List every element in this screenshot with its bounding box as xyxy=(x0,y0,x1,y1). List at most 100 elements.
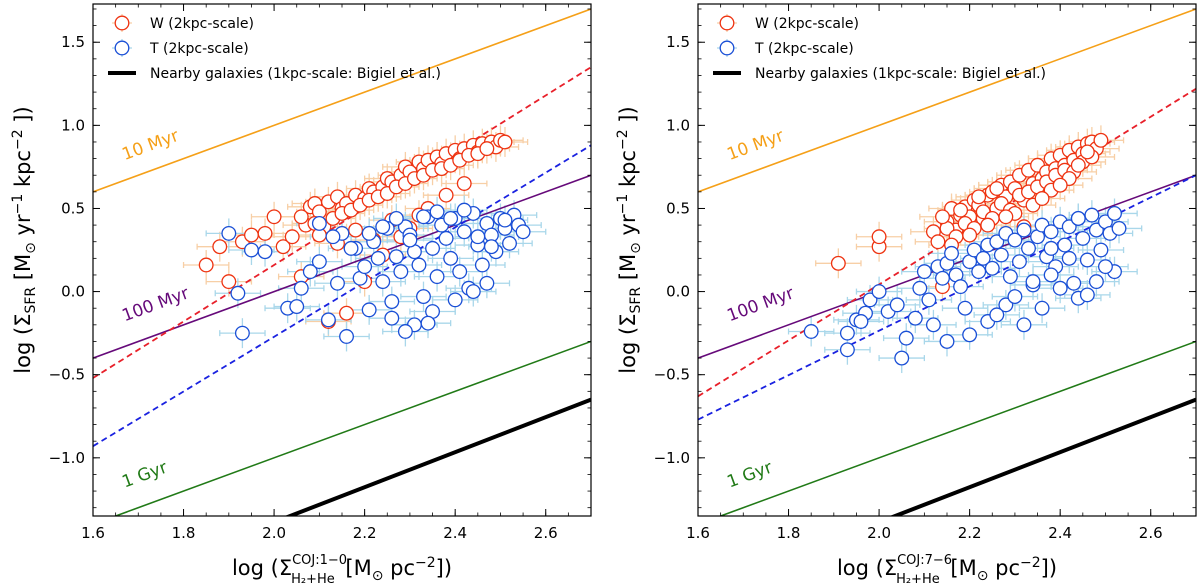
data-point xyxy=(1084,207,1100,223)
data-point xyxy=(339,305,354,321)
data-point xyxy=(953,202,969,218)
data-point xyxy=(989,234,1005,250)
y-tick-label: 1.0 xyxy=(666,116,690,134)
x-tick-label: 1.8 xyxy=(777,524,801,542)
x-tick-label: 2.2 xyxy=(353,524,377,542)
data-point xyxy=(993,247,1009,263)
x-tick-label: 2.2 xyxy=(958,524,982,542)
data-point xyxy=(198,257,214,273)
data-point xyxy=(483,239,499,255)
100-myr-line xyxy=(93,174,591,359)
line-label: 10 Myr xyxy=(120,126,182,165)
data-point xyxy=(397,324,413,339)
y-axis-label: log (ΣSFR [M⊙ yr−1 kpc−2 ]) xyxy=(10,106,39,373)
y-tick-label: 0.0 xyxy=(666,283,690,301)
data-point xyxy=(1021,240,1036,256)
data-point xyxy=(284,229,300,245)
data-point xyxy=(515,224,531,240)
data-point xyxy=(998,209,1014,225)
data-point xyxy=(388,210,404,226)
data-point xyxy=(1098,259,1113,275)
data-point xyxy=(212,239,228,255)
data-point xyxy=(361,302,377,318)
10-myr-line xyxy=(93,8,591,193)
legend-nearby-label: Nearby galaxies (1kpc-scale: Bigiel et a… xyxy=(755,66,1046,82)
data-point xyxy=(862,292,878,308)
data-point xyxy=(1002,269,1018,285)
series-w xyxy=(198,132,513,329)
data-point xyxy=(980,217,996,233)
series-t xyxy=(221,202,531,344)
data-point xyxy=(1093,132,1109,148)
data-point xyxy=(975,250,991,266)
data-point xyxy=(452,264,468,280)
y-tick-label: 1.5 xyxy=(666,33,690,51)
data-point xyxy=(935,209,950,225)
data-point xyxy=(1079,287,1095,303)
data-point xyxy=(456,176,472,191)
data-point xyxy=(497,212,513,228)
data-point xyxy=(1061,250,1077,266)
line-label: 1 Gyr xyxy=(120,458,171,493)
data-point xyxy=(966,242,982,258)
x-axis-label: log (ΣCOJ:1−0 H₂+He [M⊙ pc−2]) xyxy=(232,553,452,586)
legend-w-label: W (2kpc-scale) xyxy=(755,16,859,32)
data-point xyxy=(234,325,250,341)
y-tick-label: −0.5 xyxy=(654,366,690,384)
data-point xyxy=(438,187,454,203)
data-point xyxy=(474,257,490,273)
data-point xyxy=(384,310,400,326)
data-point xyxy=(479,141,495,157)
data-point xyxy=(1016,317,1032,333)
data-point xyxy=(311,215,327,231)
plot-area xyxy=(698,8,1196,516)
data-point xyxy=(416,289,431,305)
nearby-galaxies-line xyxy=(284,397,591,516)
data-point xyxy=(935,270,950,286)
data-point xyxy=(221,274,237,290)
data-point xyxy=(456,224,472,240)
data-point xyxy=(1061,219,1077,235)
data-point xyxy=(1111,220,1127,236)
data-point xyxy=(998,297,1014,313)
y-tick-label: 1.5 xyxy=(61,33,85,51)
data-point xyxy=(1007,232,1023,248)
data-point xyxy=(497,134,513,150)
data-point xyxy=(479,275,495,291)
y-tick-label: 0.0 xyxy=(61,283,85,301)
legend-t-marker xyxy=(114,40,130,56)
right-panel: 10 Myr 100 Myr 1 Gyr 1.6 1.8 2.0 2.2 2.4 2.6 −1.0… xyxy=(615,3,1197,586)
data-point xyxy=(266,209,282,225)
data-point xyxy=(953,279,969,295)
data-point xyxy=(1066,275,1082,291)
ticks xyxy=(697,4,1197,516)
data-point xyxy=(916,264,932,280)
data-point xyxy=(257,225,273,241)
data-point xyxy=(244,227,259,243)
legend-t-marker xyxy=(719,40,735,56)
data-point xyxy=(1052,280,1068,296)
data-point xyxy=(357,259,373,275)
data-point xyxy=(325,229,341,245)
series-w xyxy=(830,132,1109,295)
data-point xyxy=(393,264,409,280)
data-point xyxy=(803,324,819,339)
data-point xyxy=(1007,289,1023,305)
data-point xyxy=(375,274,391,290)
data-point xyxy=(293,280,309,296)
data-point xyxy=(411,257,427,273)
data-point xyxy=(1043,240,1059,256)
data-point xyxy=(425,240,440,256)
data-point xyxy=(921,292,937,308)
legend-w-label: W (2kpc-scale) xyxy=(150,16,254,32)
data-point xyxy=(962,327,978,343)
series-t xyxy=(803,206,1127,366)
data-point xyxy=(375,219,391,235)
x-tick-label: 1.8 xyxy=(172,524,196,542)
data-point xyxy=(257,244,273,260)
legend-t-label: T (2kpc-scale) xyxy=(754,41,854,57)
data-point xyxy=(1070,210,1086,226)
x-tick-label: 2.4 xyxy=(443,524,467,542)
10-myr-line xyxy=(698,8,1196,193)
fit-t-line xyxy=(93,144,591,447)
